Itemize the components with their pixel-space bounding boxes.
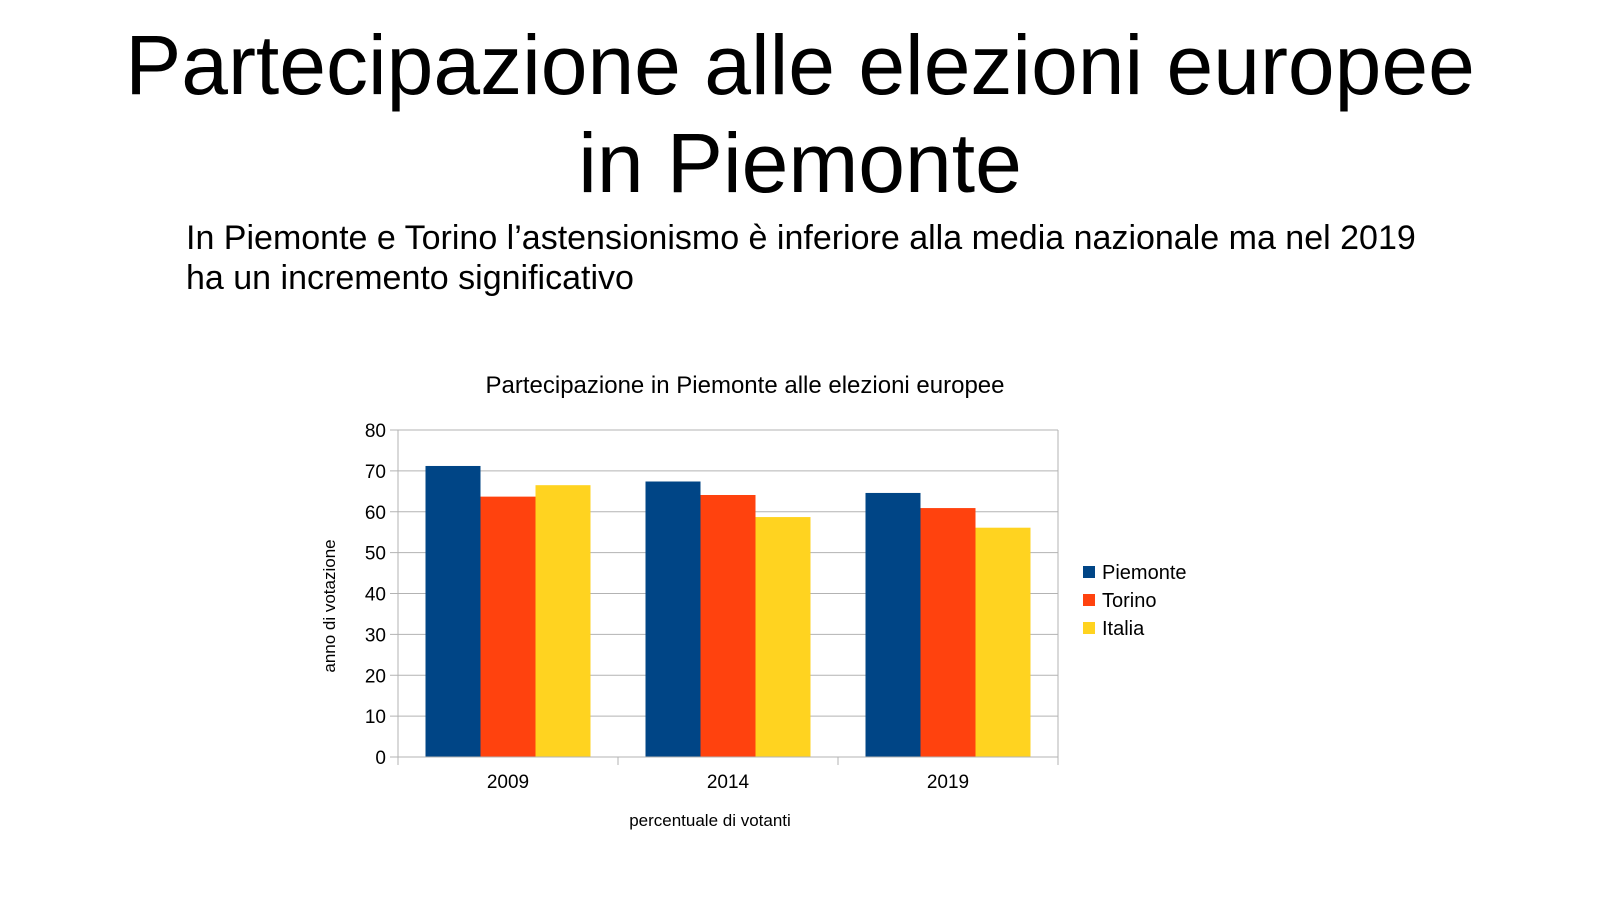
x-tick-label: 2014 — [707, 772, 750, 793]
bar-piemonte-2009 — [425, 465, 481, 757]
legend-swatch-italia — [1083, 622, 1095, 634]
y-tick-label: 60 — [365, 503, 386, 524]
y-tick-label: 0 — [375, 748, 386, 769]
bar-torino-2009 — [480, 496, 536, 757]
bar-torino-2019 — [920, 508, 976, 757]
y-tick-label: 80 — [365, 421, 386, 442]
x-tick-labels: 2009 2014 2019 — [487, 772, 969, 793]
legend-label-torino: Torino — [1102, 590, 1156, 612]
x-axis-label: percentuale di votanti — [629, 811, 791, 830]
slide-title: Partecipazione alle elezioni europee in … — [125, 18, 1475, 210]
y-tick-labels: 0 10 20 30 40 50 60 70 80 — [365, 421, 386, 769]
legend-label-italia: Italia — [1102, 618, 1145, 640]
bar-italia-2009 — [535, 485, 591, 757]
bar-piemonte-2014 — [645, 481, 701, 757]
slide-subtitle: In Piemonte e Torino l’astensionismo è i… — [186, 219, 1416, 297]
y-tick-label: 40 — [365, 585, 386, 606]
y-tick-label: 50 — [365, 544, 386, 565]
y-tick-label: 20 — [365, 666, 386, 687]
chart-title: Partecipazione in Piemonte alle elezioni… — [486, 372, 1005, 399]
chart-bars — [425, 465, 1031, 757]
bar-torino-2014 — [700, 494, 756, 757]
chart-legend: Piemonte Torino Italia — [1083, 562, 1187, 640]
y-tick-label: 30 — [365, 625, 386, 646]
bar-italia-2019 — [975, 527, 1031, 757]
x-tick-label: 2019 — [927, 772, 969, 793]
bar-italia-2014 — [755, 517, 811, 757]
y-tick-label: 10 — [365, 707, 386, 728]
chart-axes — [397, 430, 1059, 765]
y-tick-label: 70 — [365, 462, 386, 483]
y-axis-label: anno di votazione — [320, 539, 339, 672]
legend-swatch-piemonte — [1083, 566, 1095, 578]
x-tick-label: 2009 — [487, 772, 529, 793]
legend-label-piemonte: Piemonte — [1102, 562, 1187, 584]
legend-swatch-torino — [1083, 594, 1095, 606]
bar-piemonte-2019 — [865, 492, 921, 757]
